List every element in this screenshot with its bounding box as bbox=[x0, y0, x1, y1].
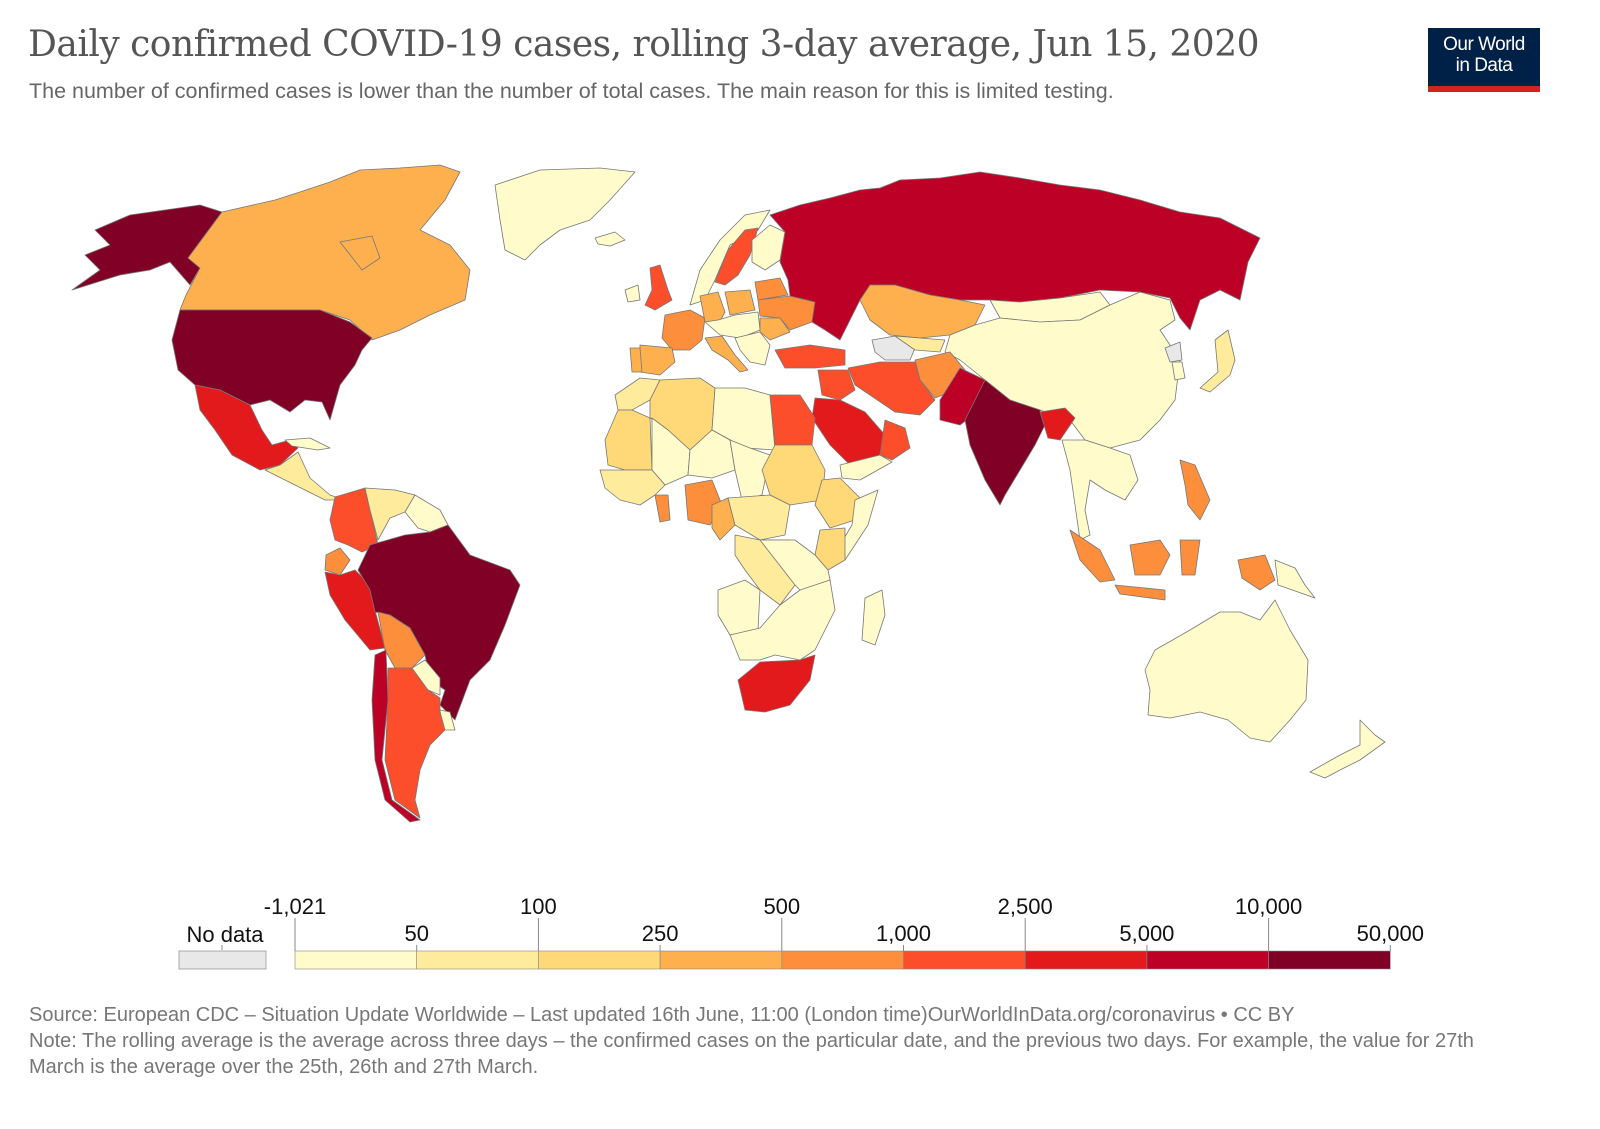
logo-accent-bar bbox=[1428, 86, 1540, 92]
logo-line-2: in Data bbox=[1455, 55, 1513, 76]
region-chile[interactable] bbox=[371, 649, 421, 823]
region-oman[interactable] bbox=[879, 419, 911, 461]
region-mexico[interactable] bbox=[194, 384, 299, 471]
region-kazakhstan[interactable] bbox=[859, 284, 986, 339]
region-central-africa[interactable] bbox=[727, 494, 791, 541]
region-philippines[interactable] bbox=[1179, 459, 1211, 521]
legend-bin-4[interactable] bbox=[781, 950, 904, 970]
region-new-zealand[interactable] bbox=[1309, 719, 1386, 779]
legend-bin-8[interactable] bbox=[1268, 950, 1391, 970]
legend-label-lower-1: 250 bbox=[642, 921, 679, 946]
legend-bin-3[interactable] bbox=[659, 950, 783, 970]
world-map bbox=[71, 164, 1386, 823]
logo-line-1: Our World bbox=[1443, 34, 1525, 55]
legend-bin-7[interactable] bbox=[1146, 950, 1269, 970]
region-ireland[interactable] bbox=[624, 284, 641, 303]
region-ghana[interactable] bbox=[654, 494, 671, 523]
region-sudan[interactable] bbox=[761, 444, 826, 506]
legend-bin-1[interactable] bbox=[416, 950, 539, 970]
legend-label-upper-3: 2,500 bbox=[998, 894, 1053, 919]
region-iran[interactable] bbox=[847, 361, 936, 416]
region-balkans[interactable] bbox=[734, 331, 771, 366]
region-venezuela[interactable] bbox=[364, 487, 416, 541]
region-iceland[interactable] bbox=[594, 231, 626, 247]
region-indonesia[interactable] bbox=[1069, 529, 1276, 601]
region-ecuador[interactable] bbox=[324, 547, 351, 576]
legend-label-upper-4: 10,000 bbox=[1235, 894, 1302, 919]
region-cameroon[interactable] bbox=[711, 497, 736, 541]
region-egypt[interactable] bbox=[769, 394, 816, 446]
nodata-swatch bbox=[178, 950, 267, 970]
region-guianas[interactable] bbox=[404, 494, 449, 533]
region-south-korea[interactable] bbox=[1171, 361, 1186, 381]
region-canada[interactable] bbox=[179, 164, 471, 341]
region-australia[interactable] bbox=[1144, 599, 1309, 743]
region-india[interactable] bbox=[964, 379, 1046, 506]
region-madagascar[interactable] bbox=[861, 589, 886, 646]
region-belarus[interactable] bbox=[754, 277, 789, 301]
region-greenland[interactable] bbox=[494, 167, 636, 261]
region-france[interactable] bbox=[661, 309, 706, 351]
owid-logo[interactable]: Our World in Data bbox=[1428, 28, 1540, 92]
region-bangladesh[interactable] bbox=[1039, 407, 1076, 441]
chart-subtitle: The number of confirmed cases is lower t… bbox=[29, 79, 1114, 103]
region-saudi-arabia[interactable] bbox=[811, 397, 886, 466]
region-poland[interactable] bbox=[724, 289, 756, 316]
region-north-korea[interactable] bbox=[1164, 341, 1183, 363]
legend-label-lower-3: 5,000 bbox=[1119, 921, 1174, 946]
legend-bin-6[interactable] bbox=[1024, 950, 1148, 970]
legend-label-lower-2: 1,000 bbox=[876, 921, 931, 946]
legend-label-upper-2: 500 bbox=[763, 894, 800, 919]
source-line: Source: European CDC – Situation Update … bbox=[29, 1004, 1295, 1026]
legend-label-upper-1: 100 bbox=[520, 894, 557, 919]
region-kenya[interactable] bbox=[814, 527, 846, 571]
region-southeast-asia[interactable] bbox=[1061, 439, 1139, 541]
region-west-africa-coast[interactable] bbox=[599, 469, 666, 506]
region-yemen[interactable] bbox=[839, 454, 893, 481]
legend-label-upper-0: -1,021 bbox=[264, 894, 326, 919]
region-angola[interactable] bbox=[717, 579, 761, 636]
legend: No data -1,021 100 500 2,500 10,000 50 250 1,00… bbox=[178, 894, 1424, 970]
region-southern-africa[interactable] bbox=[729, 539, 836, 661]
chart-title: Daily confirmed COVID-19 cases, rolling … bbox=[28, 24, 1260, 65]
legend-label-lower-0: 50 bbox=[404, 921, 428, 946]
region-italy[interactable] bbox=[704, 335, 749, 373]
region-mauritania[interactable] bbox=[604, 409, 653, 471]
note-text: Note: The rolling average is the average… bbox=[29, 1030, 1474, 1078]
region-germany[interactable] bbox=[699, 291, 726, 326]
region-iraq[interactable] bbox=[817, 369, 856, 401]
legend-label-lower-4: 50,000 bbox=[1357, 921, 1424, 946]
region-russia[interactable] bbox=[769, 171, 1261, 341]
region-spain[interactable] bbox=[639, 344, 676, 376]
region-turkey[interactable] bbox=[774, 344, 846, 369]
region-bolivia[interactable] bbox=[377, 611, 426, 669]
region-portugal[interactable] bbox=[629, 347, 643, 373]
legend-bin-0[interactable] bbox=[294, 950, 417, 970]
region-japan[interactable] bbox=[1199, 329, 1236, 393]
region-china[interactable] bbox=[944, 291, 1181, 449]
region-papua-new-guinea[interactable] bbox=[1274, 559, 1316, 599]
legend-bin-5[interactable] bbox=[903, 950, 1026, 970]
region-chad[interactable] bbox=[729, 439, 771, 501]
region-central-europe[interactable] bbox=[704, 311, 761, 339]
region-south-africa[interactable] bbox=[737, 654, 816, 713]
footer: Source: European CDC – Situation Update … bbox=[29, 1002, 1569, 1080]
region-argentina[interactable] bbox=[384, 667, 446, 819]
region-united-states[interactable] bbox=[171, 309, 373, 421]
nodata-label: No data bbox=[186, 922, 264, 947]
region-united-kingdom[interactable] bbox=[644, 264, 673, 311]
region-cuba[interactable] bbox=[284, 437, 331, 451]
region-alaska[interactable] bbox=[71, 204, 223, 291]
legend-bin-2[interactable] bbox=[538, 950, 661, 970]
region-uzbekistan[interactable] bbox=[894, 335, 946, 353]
